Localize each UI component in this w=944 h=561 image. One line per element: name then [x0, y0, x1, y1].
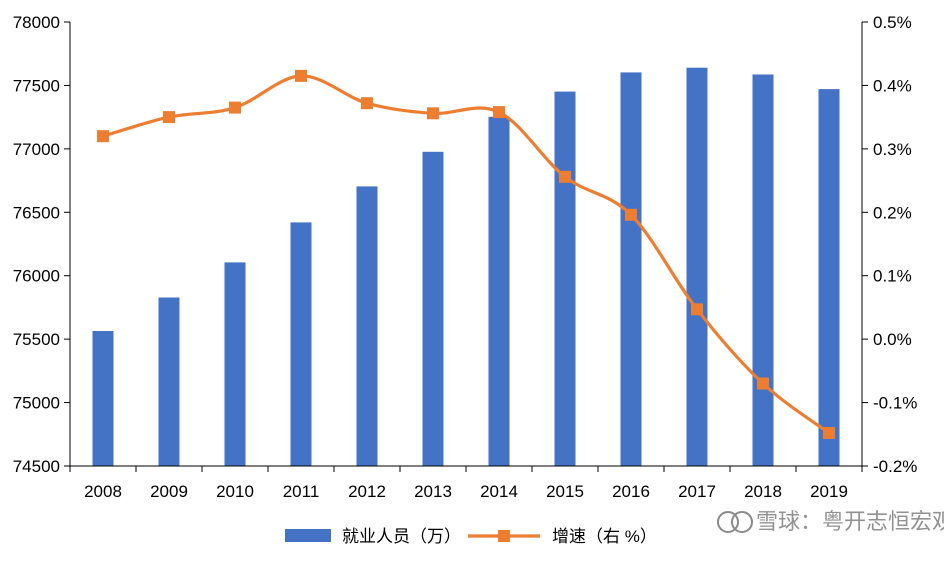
- x-tick-label: 2013: [414, 482, 452, 501]
- left-tick-label: 74500: [13, 457, 60, 476]
- axes-layer: [69, 22, 863, 467]
- watermark-text: 雪球：粤开志恒宏观: [756, 509, 944, 534]
- x-tick-label: 2012: [348, 482, 386, 501]
- x-tick-label: 2015: [546, 482, 584, 501]
- x-tick-label: 2009: [150, 482, 188, 501]
- line-marker-2019: [823, 427, 835, 439]
- bar-2013: [422, 151, 444, 467]
- legend: 就业人员（万） 增速（右 %）: [285, 527, 657, 546]
- bar-2019: [818, 89, 840, 466]
- line-marker-2016: [625, 208, 637, 221]
- left-tick-label: 77000: [13, 140, 60, 159]
- right-tick-label: 0.2%: [873, 203, 912, 222]
- bar-2012: [356, 186, 378, 466]
- snowball-logo-icon: [717, 511, 753, 533]
- right-axis-ticks: -0.2% -0.1% 0.0% 0.1% 0.2% 0.3% 0.4% 0.5%: [862, 13, 917, 476]
- line-layer: [97, 69, 835, 439]
- left-axis-ticks: 74500 75000 75500 76000 76500 77000 77500 78000: [13, 13, 70, 476]
- bar-2011: [290, 222, 312, 466]
- left-tick-label: 78000: [13, 13, 60, 32]
- bars-layer: [92, 67, 840, 467]
- legend-label-bar: 就业人员（万）: [342, 527, 461, 546]
- watermark: 雪球：粤开志恒宏观: [717, 509, 944, 534]
- left-tick-label: 76000: [13, 267, 60, 286]
- x-tick-label: 2008: [84, 482, 122, 501]
- x-axis-ticks: 2008 2009 2010 2011 2012 2013 2014 2015 2016 2017…: [69, 466, 863, 501]
- line-marker-2010: [229, 101, 241, 114]
- x-tick-label: 2018: [744, 482, 782, 501]
- line-marker-2012: [361, 97, 373, 110]
- line-marker-2009: [163, 111, 175, 124]
- right-tick-label: 0.1%: [873, 267, 912, 286]
- bar-2018: [752, 74, 774, 466]
- x-tick-label: 2017: [678, 482, 716, 501]
- line-marker-2014: [493, 106, 505, 119]
- bar-2008: [92, 331, 114, 466]
- right-tick-label: 0.5%: [873, 13, 912, 32]
- line-marker-2008: [97, 130, 109, 143]
- legend-swatch-marker: [498, 530, 510, 542]
- right-tick-label: -0.2%: [873, 457, 917, 476]
- right-tick-label: 0.0%: [873, 330, 912, 349]
- bar-2010: [224, 262, 246, 466]
- growth-line: [102, 74, 830, 435]
- bar-2009: [158, 297, 180, 466]
- x-tick-label: 2016: [612, 482, 650, 501]
- line-marker-2018: [757, 377, 769, 390]
- left-tick-label: 77500: [13, 76, 60, 95]
- bar-2016: [620, 72, 642, 467]
- line-marker-2017: [691, 303, 703, 316]
- right-tick-label: 0.3%: [873, 140, 912, 159]
- left-tick-label: 75500: [13, 330, 60, 349]
- left-tick-label: 75000: [13, 394, 60, 413]
- left-tick-label: 76500: [13, 203, 60, 222]
- x-tick-label: 2010: [216, 482, 254, 501]
- line-marker-2013: [427, 107, 439, 120]
- legend-swatch-bar: [285, 529, 331, 542]
- x-tick-label: 2014: [480, 482, 518, 501]
- x-tick-label: 2019: [810, 482, 848, 501]
- bar-2017: [686, 67, 708, 466]
- right-tick-label: 0.4%: [873, 76, 912, 95]
- line-marker-2011: [295, 69, 307, 82]
- bar-2014: [488, 116, 510, 467]
- legend-label-line: 增速（右 %）: [552, 527, 657, 546]
- right-tick-label: -0.1%: [873, 394, 917, 413]
- line-marker-2015: [559, 170, 571, 183]
- bar-2015: [554, 91, 576, 466]
- x-tick-label: 2011: [283, 482, 320, 501]
